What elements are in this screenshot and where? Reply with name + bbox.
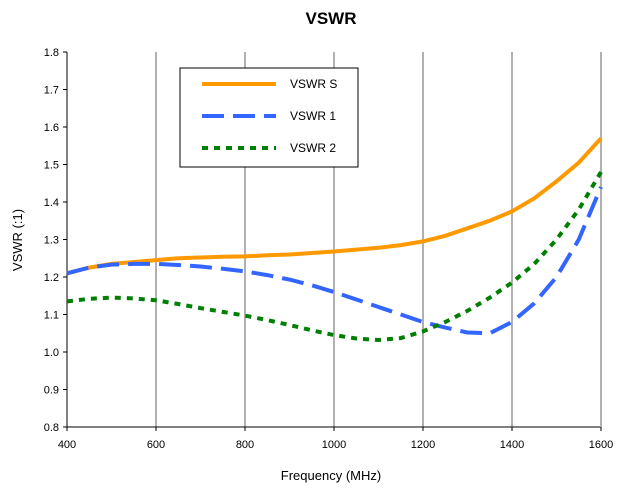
x-tick-label: 1000	[322, 439, 346, 451]
y-axis-title: VSWR (:1)	[10, 209, 25, 271]
x-axis-title: Frequency (MHz)	[281, 468, 381, 483]
legend: VSWR S VSWR 1 VSWR 2	[179, 67, 359, 168]
chart-title: VSWR	[306, 9, 357, 28]
y-tick-label: 1.0	[44, 347, 59, 359]
y-tick-label: 1.6	[44, 122, 59, 134]
y-tick-label: 0.8	[44, 422, 59, 434]
x-tick-label: 1400	[500, 439, 524, 451]
legend-label: VSWR 1	[290, 109, 336, 123]
series-layer	[66, 136, 603, 342]
y-tick-label: 1.1	[44, 310, 59, 322]
x-tick-label: 1600	[589, 439, 613, 451]
series-line-vswr-s	[66, 136, 603, 276]
x-tick-label: 400	[58, 439, 76, 451]
y-tick-label: 1.3	[44, 235, 59, 247]
y-tick-label: 1.4	[44, 197, 59, 209]
x-tick-label: 1200	[411, 439, 435, 451]
y-tick-label: 1.7	[44, 85, 59, 97]
y-tick-label: 1.2	[44, 272, 59, 284]
series-line-vswr-2	[66, 170, 603, 342]
legend-label: VSWR 2	[290, 141, 336, 155]
x-tick-label: 600	[147, 439, 165, 451]
y-tick-label: 1.5	[44, 160, 59, 172]
axes-layer: 0.8 0.9 1.0 1.1 1.2 1.3 1.4 1.5 1.6 1.7 1.8 400 600 8…	[44, 47, 614, 451]
y-tick-label: 1.8	[44, 47, 59, 59]
y-tick-label: 0.9	[44, 385, 59, 397]
x-tick-label: 800	[236, 439, 254, 451]
legend-label: VSWR S	[290, 77, 337, 91]
